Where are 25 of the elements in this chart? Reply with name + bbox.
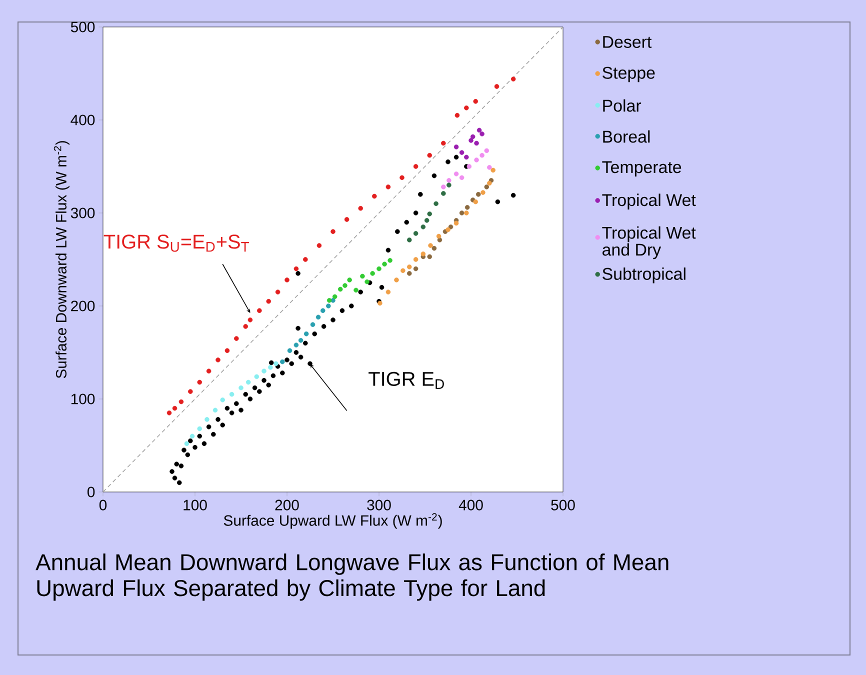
y-axis-title: Surface Downward LW Flux (W m$^{-2}$) — [54, 141, 70, 378]
y-tick-label: 100 — [71, 394, 95, 404]
legend-label: Subtropical — [602, 267, 686, 284]
legend-label: Temperate — [602, 161, 682, 176]
legend-label: Tropical Wet — [602, 194, 696, 210]
x-tick-label: 300 — [367, 500, 391, 510]
y-tick-label: 200 — [71, 300, 95, 312]
legend-label: Tropical Wet and Dry — [602, 226, 696, 260]
legend-label: Steppe — [602, 66, 655, 82]
y-tick-label: 300 — [70, 208, 95, 218]
y-tick-label: 400 — [70, 114, 95, 126]
legend-label: Polar — [603, 99, 642, 112]
legend-label: Boreal — [603, 130, 650, 143]
x-tick-label: 0 — [99, 500, 107, 510]
x-tick-label: 200 — [275, 500, 299, 510]
annotation: TIGR S$_{U}$=E$_{D}$+S$_{T}$ — [104, 234, 250, 252]
text: Annual Mean Downward Longwave Flux as Function of Mean Upward Flux Separated by Climate Type for Land — [36, 554, 668, 601]
x-tick-label: 100 — [184, 500, 207, 510]
x-axis-title: Surface Upward LW Flux (W m$^{-2}$) — [224, 513, 442, 529]
x-tick-label: 500 — [551, 500, 575, 510]
y-tick-label: 500 — [70, 22, 95, 32]
y-tick-label: 0 — [88, 486, 95, 498]
legend-label: Desert — [603, 36, 652, 48]
x-tick-label: 400 — [458, 500, 483, 510]
annotation: TIGR E$_{D}$ — [368, 372, 444, 389]
